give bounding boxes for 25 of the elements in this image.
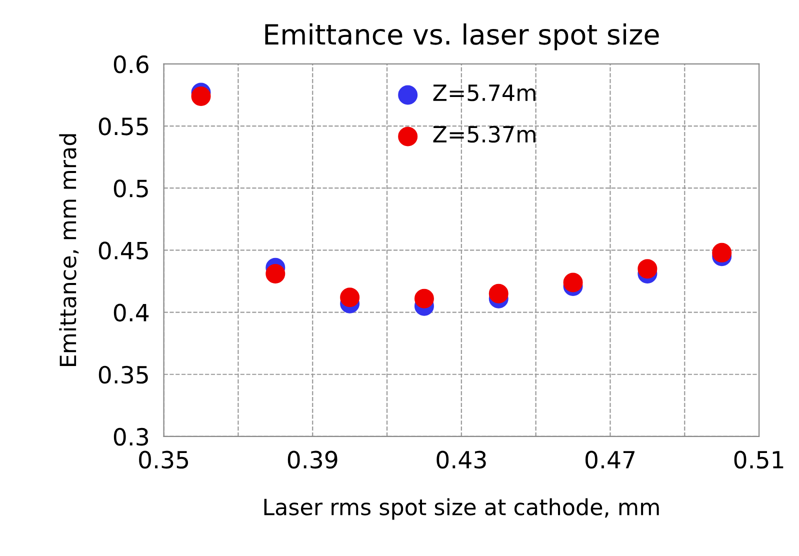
y-tick-label: 0.45 xyxy=(98,242,148,260)
point xyxy=(340,288,360,308)
point xyxy=(488,284,508,304)
chart-title: Emittance vs. laser spot size xyxy=(265,23,659,50)
y-tick-label: 0.5 xyxy=(114,180,148,198)
point xyxy=(191,86,211,106)
x-tick-label: 0.51 xyxy=(734,450,784,469)
point xyxy=(638,259,658,279)
y-tick-label: 0.55 xyxy=(98,117,148,136)
y-axis-title: Emittance, mm mrad xyxy=(59,134,79,366)
x-tick-label: 0.47 xyxy=(586,450,635,469)
y-tick-label: 0.35 xyxy=(98,366,148,384)
point xyxy=(712,242,732,262)
y-tick-label: 0.4 xyxy=(114,304,149,322)
x-tick-label: 0.35 xyxy=(139,450,188,469)
legend-label: Z=5.37m xyxy=(433,126,536,143)
x-axis-title: Laser rms spot size at cathode, mm xyxy=(264,498,659,520)
x-tick-label: 0.43 xyxy=(436,450,486,469)
point xyxy=(563,272,583,292)
point xyxy=(414,288,434,308)
legend-label: Z=5.74m xyxy=(433,84,536,102)
y-tick-label: 0.3 xyxy=(114,428,148,446)
y-tick-label: 0.6 xyxy=(114,55,148,74)
point xyxy=(266,264,286,284)
x-tick-label: 0.39 xyxy=(288,450,338,469)
